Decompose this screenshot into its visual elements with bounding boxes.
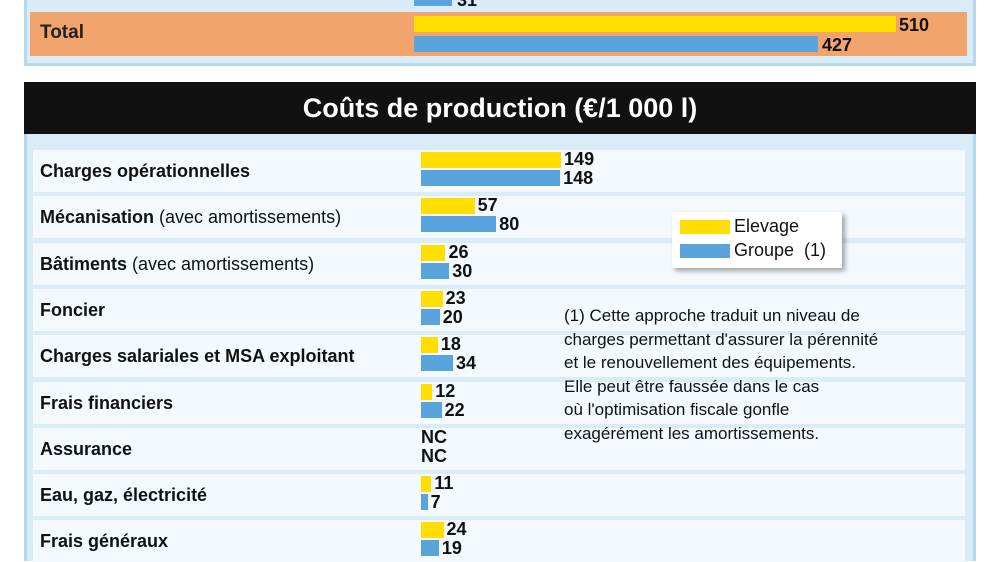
legend-label-groupe: Groupe (1) bbox=[734, 240, 827, 260]
total-elevage-value: 510 bbox=[899, 15, 930, 35]
row-label-batiments-avec-amortissements: Bâtiments (avec amortissements) bbox=[40, 254, 314, 275]
value-label-groupe: 30 bbox=[452, 260, 473, 281]
legend-swatch-groupe bbox=[680, 244, 730, 258]
row-background bbox=[33, 335, 965, 378]
value-label-groupe: NC bbox=[421, 445, 447, 466]
footnote: (1) Cette approche traduit un niveau de … bbox=[564, 304, 964, 445]
total-elevage-bar bbox=[414, 16, 896, 32]
bar-elevage bbox=[421, 198, 475, 215]
value-label-elevage: 23 bbox=[445, 287, 466, 308]
row-label-mecanisation-avec-amortissements: Mécanisation (avec amortissements) bbox=[40, 207, 341, 228]
row-label-bold: Mécanisation bbox=[40, 207, 155, 228]
row-background bbox=[33, 520, 965, 562]
total-groupe-bar bbox=[414, 36, 818, 52]
row-label-eau-gaz-electricite: Eau, gaz, électricité bbox=[40, 485, 207, 506]
value-label-elevage: 24 bbox=[446, 519, 467, 540]
bar-elevage bbox=[421, 522, 444, 539]
partial-groupe-value: 31 bbox=[457, 0, 478, 10]
row-label-charges-operationnelles: Charges opérationnelles bbox=[40, 161, 250, 182]
value-label-groupe: 20 bbox=[442, 306, 463, 327]
row-label-detail: (avec amortissements) bbox=[154, 207, 342, 228]
value-label-elevage: NC bbox=[421, 426, 447, 447]
row-label-bold: Charges salariales et MSA exploitant bbox=[40, 346, 355, 367]
bar-groupe bbox=[421, 355, 453, 372]
value-label-elevage: 12 bbox=[435, 380, 456, 401]
row-label-frais-generaux: Frais généraux bbox=[40, 531, 168, 552]
total-label: Total bbox=[40, 22, 84, 43]
footnote-line: charges permettant d'assurer la pérennit… bbox=[564, 329, 879, 349]
row-label-frais-financiers: Frais financiers bbox=[40, 393, 173, 414]
bar-groupe bbox=[421, 170, 561, 186]
value-label-groupe: 80 bbox=[499, 214, 520, 235]
row-background bbox=[33, 288, 965, 331]
row-label-foncier: Foncier bbox=[40, 300, 105, 321]
value-label-groupe: 7 bbox=[430, 492, 441, 513]
bar-groupe bbox=[421, 308, 440, 325]
row-label-detail: (avec amortissements) bbox=[127, 253, 315, 274]
value-label-elevage: 57 bbox=[477, 195, 498, 216]
bar-elevage bbox=[421, 152, 562, 168]
value-label-groupe: 148 bbox=[563, 168, 594, 188]
value-label-elevage: 11 bbox=[434, 473, 454, 494]
bar-elevage bbox=[421, 337, 438, 354]
footnote-line: (1) Cette approche traduit un niveau de bbox=[564, 306, 860, 325]
partial-groupe-bar bbox=[414, 0, 452, 6]
footnote-line: Elle peut être faussée dans le cas bbox=[564, 376, 820, 396]
row-label-bold: Assurance bbox=[40, 438, 133, 459]
bar-groupe bbox=[421, 494, 428, 511]
total-groupe-value: 427 bbox=[822, 35, 853, 55]
bar-groupe bbox=[421, 401, 442, 418]
legend-swatch-elevage bbox=[680, 220, 730, 234]
value-label-groupe: 22 bbox=[444, 399, 465, 420]
footnote-line: où l'optimisation fiscale gonfle bbox=[564, 400, 790, 419]
footnote-line: exagérément les amortissements. bbox=[564, 423, 820, 443]
bar-groupe bbox=[421, 540, 439, 557]
row-background bbox=[33, 427, 965, 470]
row-label-bold: Eau, gaz, électricité bbox=[40, 485, 208, 506]
value-label-groupe: 34 bbox=[455, 353, 476, 374]
value-label-elevage: 149 bbox=[564, 149, 595, 169]
row-label-bold: Frais généraux bbox=[40, 531, 169, 552]
bar-groupe bbox=[421, 216, 497, 233]
chart-title: Coûts de production (€/1 000 l) bbox=[24, 82, 976, 134]
value-label-elevage: 26 bbox=[448, 241, 469, 262]
row-label-assurance: Assurance bbox=[40, 439, 132, 460]
value-label-elevage: 18 bbox=[440, 334, 461, 355]
row-label-bold: Charges opérationnelles bbox=[40, 161, 251, 181]
bar-elevage bbox=[421, 290, 443, 307]
legend: Elevage Groupe (1) bbox=[672, 212, 842, 268]
row-label-charges-salariales-et-msa-exploitant: Charges salariales et MSA exploitant bbox=[40, 346, 354, 367]
bar-elevage bbox=[421, 383, 433, 400]
row-label-bold: Bâtiments bbox=[40, 253, 128, 274]
bar-groupe bbox=[421, 262, 450, 279]
footnote-line: et le renouvellement des équipements. bbox=[564, 353, 857, 372]
row-label-bold: Frais financiers bbox=[40, 392, 174, 413]
row-background bbox=[33, 381, 965, 424]
row-background bbox=[33, 474, 965, 517]
legend-label-elevage: Elevage bbox=[734, 216, 800, 236]
bar-elevage bbox=[421, 476, 432, 493]
row-label-bold: Foncier bbox=[40, 299, 106, 320]
bar-elevage bbox=[421, 244, 446, 261]
value-label-groupe: 19 bbox=[441, 538, 462, 559]
